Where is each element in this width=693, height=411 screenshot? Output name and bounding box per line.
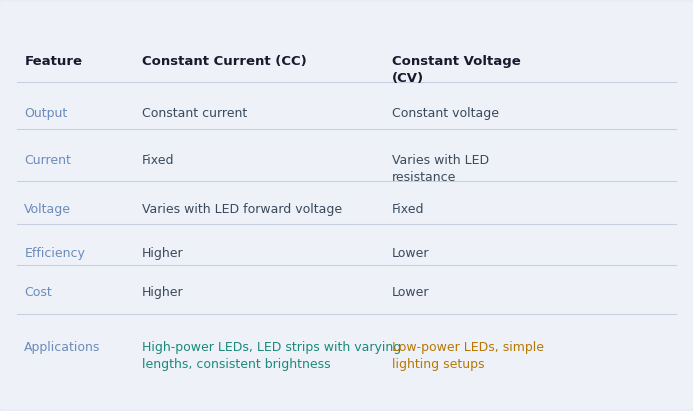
Text: Constant Current (CC): Constant Current (CC) (142, 55, 307, 69)
Text: Applications: Applications (24, 341, 100, 354)
Text: Lower: Lower (392, 247, 429, 260)
Text: Constant Voltage
(CV): Constant Voltage (CV) (392, 55, 520, 85)
Text: Feature: Feature (24, 55, 82, 69)
Text: High-power LEDs, LED strips with varying
lengths, consistent brightness: High-power LEDs, LED strips with varying… (142, 341, 401, 371)
Text: Fixed: Fixed (142, 154, 175, 167)
Text: Varies with LED
resistance: Varies with LED resistance (392, 154, 489, 184)
Text: Efficiency: Efficiency (24, 247, 85, 260)
Text: Constant current: Constant current (142, 107, 247, 120)
Text: Cost: Cost (24, 286, 52, 299)
Text: Output: Output (24, 107, 67, 120)
Text: Fixed: Fixed (392, 203, 424, 217)
Text: Low-power LEDs, simple
lighting setups: Low-power LEDs, simple lighting setups (392, 341, 543, 371)
Text: Current: Current (24, 154, 71, 167)
Text: Higher: Higher (142, 286, 184, 299)
Text: Lower: Lower (392, 286, 429, 299)
Text: Higher: Higher (142, 247, 184, 260)
Text: Constant voltage: Constant voltage (392, 107, 498, 120)
Text: Varies with LED forward voltage: Varies with LED forward voltage (142, 203, 342, 217)
Text: Voltage: Voltage (24, 203, 71, 217)
